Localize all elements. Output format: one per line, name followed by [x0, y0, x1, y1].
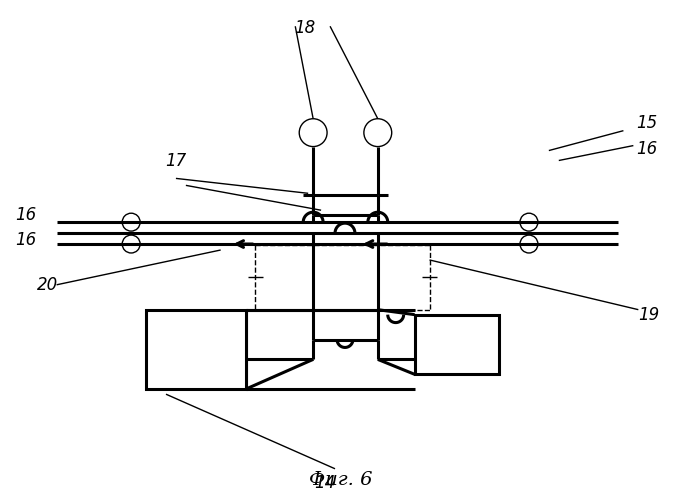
Text: Фиг. 6: Фиг. 6	[309, 470, 373, 488]
Text: 19: 19	[638, 306, 659, 324]
Text: 16: 16	[636, 140, 657, 158]
Text: 17: 17	[165, 152, 187, 170]
Text: 15: 15	[636, 114, 657, 132]
Bar	[415, 314, 499, 374]
Bar	[146, 310, 246, 389]
Text: 16: 16	[16, 231, 37, 249]
Text: 18: 18	[295, 20, 316, 38]
Text: 14: 14	[314, 474, 336, 492]
Text: 20: 20	[37, 276, 58, 294]
Text: 16: 16	[16, 206, 37, 224]
